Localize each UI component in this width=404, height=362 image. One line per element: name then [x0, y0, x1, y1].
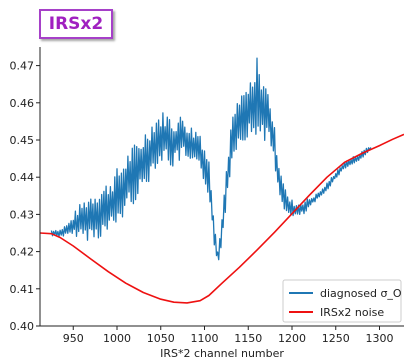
y-tick-label: 0.41 — [10, 283, 35, 296]
x-axis-title: IRS*2 channel number — [160, 347, 284, 360]
legend-label-diagnosed: diagnosed σ_O — [320, 287, 402, 300]
x-tick-label: 1050 — [147, 332, 175, 345]
legend-label-noise: IRSx2 noise — [320, 306, 384, 319]
y-tick-label: 0.42 — [10, 246, 35, 259]
y-tick-label: 0.45 — [10, 134, 35, 147]
series-line-diagnosed — [50, 57, 372, 261]
x-tick-label: 950 — [63, 332, 84, 345]
y-tick-label: 0.46 — [10, 97, 35, 110]
y-tick-label: 0.40 — [10, 320, 35, 333]
y-tick-label: 0.43 — [10, 208, 35, 221]
x-tick-label: 1000 — [103, 332, 131, 345]
x-tick-label: 1200 — [278, 332, 306, 345]
instrument-badge: IRSx2 — [39, 9, 113, 39]
x-tick-label: 1250 — [322, 332, 350, 345]
legend: diagnosed σ_O IRSx2 noise — [282, 279, 402, 323]
x-tick-label: 1150 — [234, 332, 262, 345]
series-line-noise — [40, 133, 404, 304]
y-tick-label: 0.44 — [10, 171, 35, 184]
x-tick-label: 1300 — [366, 332, 394, 345]
y-tick-label: 0.47 — [10, 60, 35, 73]
x-tick-label: 1100 — [191, 332, 219, 345]
